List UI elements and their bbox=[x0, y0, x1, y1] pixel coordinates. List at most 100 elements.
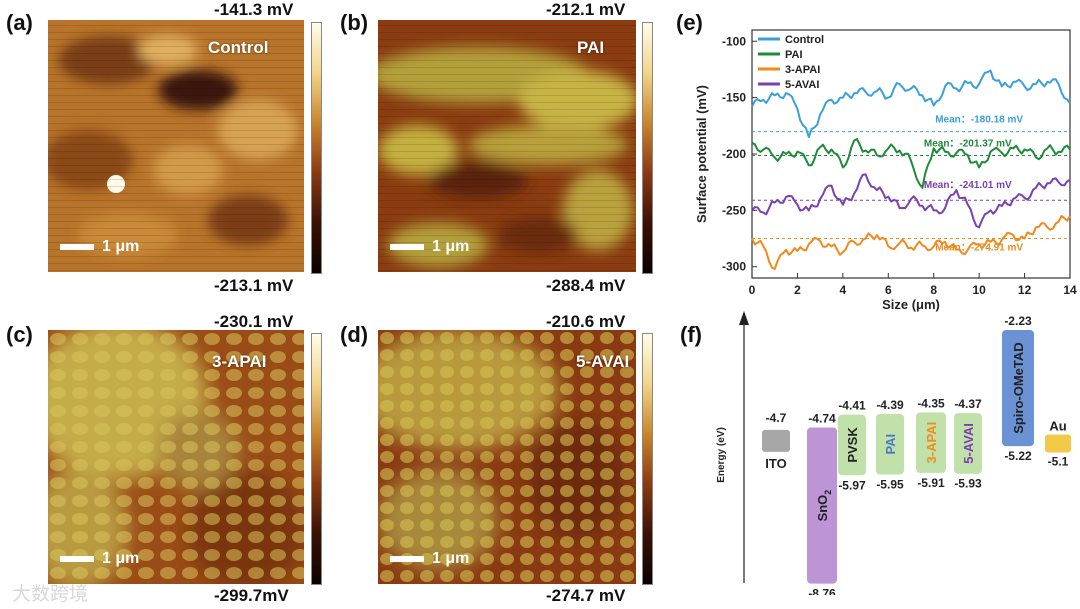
level-5-AVAI bbox=[954, 413, 982, 474]
colorbar-a-min: -213.1 mV bbox=[214, 276, 294, 295]
y-tick-label: -100 bbox=[722, 34, 746, 48]
level-name: PVSK bbox=[845, 427, 860, 463]
mean-label-Control: Mean：-180.18 mV bbox=[935, 115, 1023, 126]
x-tick-label: 8 bbox=[930, 283, 937, 297]
energy-axis-arrow bbox=[739, 311, 749, 325]
energy-axis-label: Energy (eV) bbox=[716, 427, 727, 483]
level-name: Au bbox=[1049, 418, 1066, 433]
x-tick-label: 12 bbox=[1018, 283, 1032, 297]
map-d-title: 5-AVAI bbox=[576, 352, 630, 371]
panel-a-label: (a) bbox=[6, 10, 33, 35]
level-name: PAI bbox=[883, 434, 898, 455]
map-d-scale-bar: 1 μm bbox=[390, 550, 469, 568]
scale-bar-line bbox=[60, 244, 94, 250]
level-bottom-label: -5.95 bbox=[876, 477, 904, 491]
level-bottom-label: -5.93 bbox=[954, 477, 982, 491]
y-axis-label: Surface potential (mV) bbox=[694, 85, 709, 223]
map-c-scale-bar: 1 μm bbox=[60, 550, 139, 568]
map-b-title: PAI bbox=[577, 38, 605, 57]
colorbar-c-min: -299.7mV bbox=[214, 586, 289, 605]
level-top-label: -4.41 bbox=[838, 399, 866, 413]
x-tick-label: 4 bbox=[840, 283, 847, 297]
level-bottom-label: -5.91 bbox=[917, 476, 945, 490]
level-SnO2 bbox=[807, 427, 837, 584]
colorbar-b-max: -212.1 mV bbox=[546, 0, 626, 19]
map-c-title: 3-APAI bbox=[212, 352, 267, 371]
y-tick-label: -250 bbox=[722, 203, 746, 217]
legend-label-Control: Control bbox=[785, 34, 824, 46]
panel-d-label: (d) bbox=[340, 322, 369, 347]
energy-level-diagram: Energy (eV) -4.7 ITO -4.74 -8.76 SnO2 -4.41 -5.… bbox=[716, 311, 1071, 595]
surface-potential-line-chart: 0 2 4 6 8 10 12 14 -100 -150 -200 -250 -300 Size (μm)… bbox=[694, 29, 1077, 312]
panel-e-label: (e) bbox=[676, 10, 703, 35]
map-a-title: Control bbox=[208, 38, 269, 57]
level-3-APAI bbox=[916, 412, 946, 473]
level-name: SnO2 bbox=[815, 490, 833, 522]
scale-bar-label: 1 μm bbox=[432, 238, 470, 255]
level-Spiro-OMeTAD bbox=[1002, 329, 1034, 447]
level-name-subscript: 2 bbox=[823, 490, 833, 495]
legend-label-5-AVAI: 5-AVAI bbox=[785, 79, 819, 91]
colorbar-b bbox=[642, 22, 653, 274]
level-name: Spiro-OMeTAD bbox=[1011, 342, 1026, 433]
level-PVSK bbox=[838, 414, 866, 476]
panel-f-label: (f) bbox=[680, 322, 702, 347]
y-tick-label: -200 bbox=[722, 147, 746, 161]
colorbar-a bbox=[311, 22, 322, 274]
panel-c-label: (c) bbox=[6, 322, 33, 347]
legend-label-PAI: PAI bbox=[785, 49, 803, 61]
scale-bar-line bbox=[60, 556, 94, 562]
y-tick-label: -150 bbox=[722, 91, 746, 105]
x-tick-label: 6 bbox=[885, 283, 892, 297]
level-top-label: -4.35 bbox=[917, 396, 945, 410]
map-b-scale-bar: 1 μm bbox=[390, 238, 469, 256]
scale-bar-label: 1 μm bbox=[102, 238, 140, 255]
watermark: 大数跨境 bbox=[12, 583, 89, 605]
colorbar-d-min: -274.7 mV bbox=[546, 586, 626, 605]
level-ITO bbox=[762, 429, 790, 452]
mean-label-3-APAI: Mean：-274.91 mV bbox=[935, 242, 1023, 253]
series-line-PAI bbox=[751, 138, 1071, 189]
scale-bar-line bbox=[390, 556, 424, 562]
level-Au bbox=[1045, 434, 1071, 453]
colorbar-a-max: -141.3 mV bbox=[214, 0, 294, 19]
level-top-label: -4.39 bbox=[876, 398, 904, 412]
y-tick-label: -300 bbox=[722, 260, 746, 274]
mean-label-5-AVAI: Mean：-241.01 mV bbox=[924, 180, 1012, 191]
level-bottom-label: -5.97 bbox=[838, 478, 866, 492]
colorbar-d-max: -210.6 mV bbox=[546, 312, 626, 331]
x-tick-label: 2 bbox=[794, 283, 801, 297]
level-top-label: -2.23 bbox=[1004, 314, 1032, 328]
kpfm-map-control bbox=[48, 20, 304, 272]
kpfm-map-3-apai bbox=[48, 330, 304, 584]
level-top-label: -4.7 bbox=[766, 411, 787, 425]
level-PAI bbox=[876, 413, 904, 475]
level-bottom-label: -8.76 bbox=[808, 587, 836, 595]
level-name: ITO bbox=[765, 456, 786, 471]
level-bottom-label: -5.1 bbox=[1048, 454, 1069, 468]
series-line-Control bbox=[751, 69, 1071, 139]
mean-label-PAI: Mean：-201.37 mV bbox=[924, 139, 1012, 150]
x-tick-label: 14 bbox=[1063, 283, 1077, 297]
panel-b-label: (b) bbox=[340, 10, 369, 35]
map-a-scale-bar: 1 μm bbox=[60, 238, 139, 256]
colorbar-d bbox=[642, 333, 653, 585]
scale-bar-label: 1 μm bbox=[432, 550, 470, 567]
level-top-label: -4.74 bbox=[808, 411, 836, 425]
series-line-3-APAI bbox=[751, 215, 1071, 270]
level-bottom-label: -5.22 bbox=[1004, 449, 1032, 463]
kpfm-map-5-avai bbox=[378, 330, 636, 584]
level-name: 3-APAI bbox=[924, 422, 939, 464]
scale-bar-label: 1 μm bbox=[102, 550, 140, 567]
x-tick-label: 0 bbox=[749, 283, 756, 297]
level-name: 5-AVAI bbox=[961, 423, 976, 464]
colorbar-c bbox=[311, 333, 322, 585]
legend-label-3-APAI: 3-APAI bbox=[785, 64, 820, 76]
series-line-5-AVAI bbox=[751, 173, 1071, 229]
colorbar-b-min: -288.4 mV bbox=[546, 276, 626, 295]
colorbar-c-max: -230.1 mV bbox=[214, 312, 294, 331]
x-tick-label: 10 bbox=[972, 283, 986, 297]
kpfm-map-pai bbox=[378, 20, 636, 272]
x-axis-label: Size (μm) bbox=[882, 297, 940, 312]
level-top-label: -4.37 bbox=[954, 397, 982, 411]
